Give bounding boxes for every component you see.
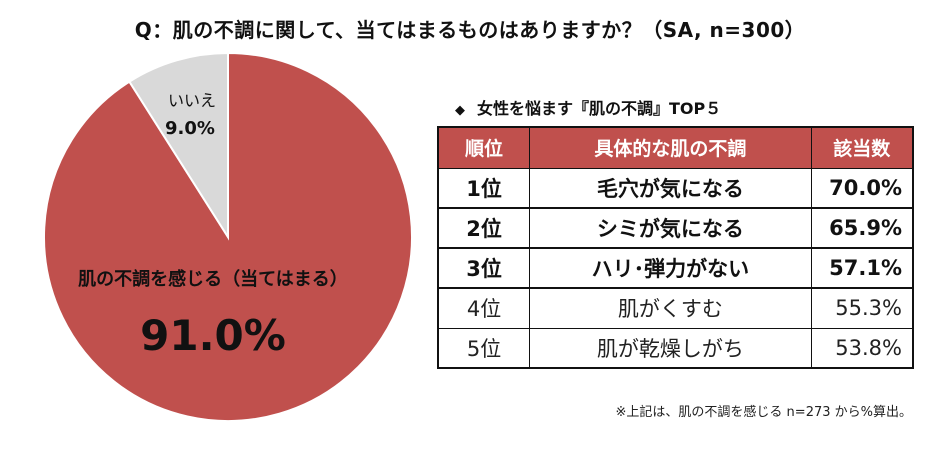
- percent-cell: 65.9%: [810, 207, 914, 249]
- table-row: 3位 ハリ･弾力がない 57.1%: [437, 247, 914, 289]
- column-header-rank: 順位: [437, 126, 531, 169]
- rank-cell: 1位: [437, 167, 531, 209]
- chart-title: Q：肌の不調に関して、当てはまるものはありますか？（SA, n=300）: [134, 18, 806, 42]
- table-row: 1位 毛穴が気になる 70.0%: [437, 167, 914, 209]
- pie-slice-no: [128, 52, 229, 241]
- table-heading: ◆ 女性を悩ます『肌の不調』TOP５: [455, 95, 721, 119]
- pie-label-yes: 肌の不調を感じる（当てはまる）: [78, 268, 348, 290]
- item-cell: 肌がくすむ: [529, 287, 812, 329]
- table-row: 5位 肌が乾燥しがち 53.8%: [437, 327, 914, 369]
- column-header-item: 具体的な肌の不調: [529, 126, 812, 169]
- percent-cell: 55.3%: [810, 287, 914, 329]
- pie-value-no: 9.0%: [165, 118, 215, 139]
- table-header-row: 順位 具体的な肌の不調 該当数: [437, 126, 914, 169]
- percent-cell: 53.8%: [810, 327, 914, 369]
- percent-cell: 70.0%: [810, 167, 914, 209]
- item-cell: 肌が乾燥しがち: [529, 327, 812, 369]
- rank-cell: 3位: [437, 247, 531, 289]
- footnote: ※上記は、肌の不調を感じる n=273 から%算出。: [615, 405, 912, 420]
- table-row: 2位 シミが気になる 65.9%: [437, 207, 914, 249]
- item-cell: ハリ･弾力がない: [529, 247, 812, 289]
- rank-cell: 2位: [437, 207, 531, 249]
- item-cell: 毛穴が気になる: [529, 167, 812, 209]
- item-cell: シミが気になる: [529, 207, 812, 249]
- rank-cell: 5位: [437, 327, 531, 369]
- percent-cell: 57.1%: [810, 247, 914, 289]
- pie-label-no: いいえ: [168, 91, 216, 110]
- table-heading-text: 女性を悩ます『肌の不調』TOP５: [477, 99, 722, 118]
- pie-chart: 肌の不調を感じる（当てはまる） 91.0% いいえ 9.0%: [43, 52, 413, 422]
- rank-cell: 4位: [437, 287, 531, 329]
- ranking-table: 順位 具体的な肌の不調 該当数 1位 毛穴が気になる 70.0% 2位 シミが気…: [437, 126, 914, 369]
- table-row: 4位 肌がくすむ 55.3%: [437, 287, 914, 329]
- pie-value-yes: 91.0%: [140, 311, 286, 360]
- column-header-percent: 該当数: [810, 126, 914, 169]
- diamond-bullet-icon: ◆: [455, 103, 465, 118]
